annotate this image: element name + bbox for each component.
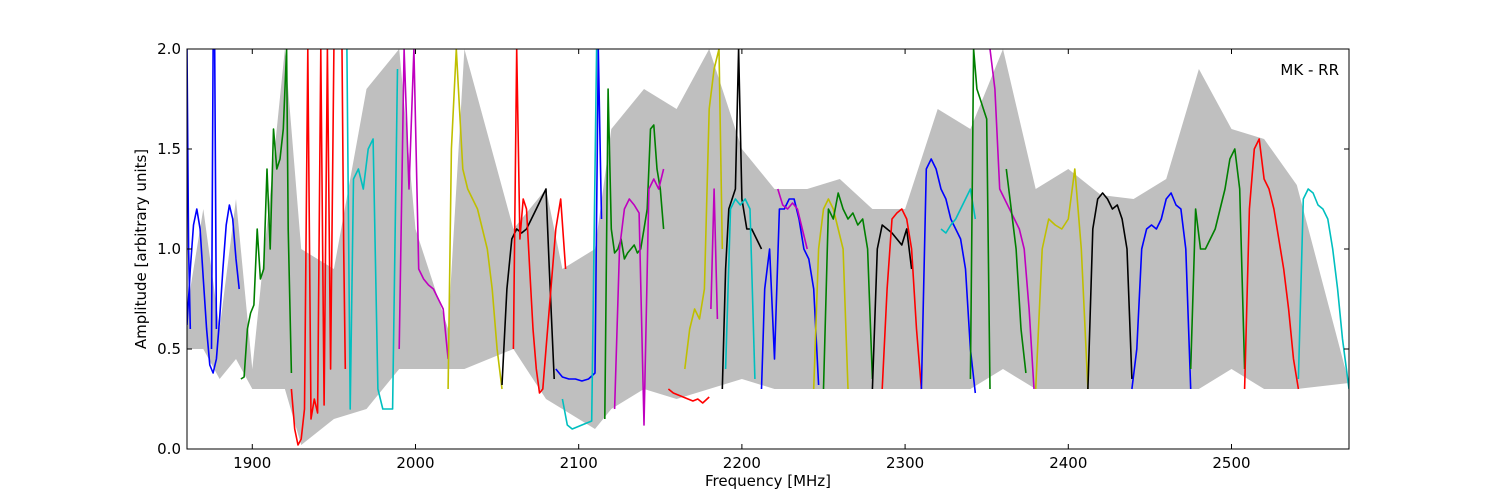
series-line-14 <box>613 168 665 426</box>
series-line-7 <box>398 49 449 360</box>
y-tick-label: 0.5 <box>157 340 181 358</box>
series-line-20 <box>760 198 820 390</box>
chart-annotation: MK - RR <box>1280 61 1339 79</box>
x-axis-ticks: 1900 2000 2100 2200 2300 2400 2500 <box>233 49 1251 472</box>
series-line-32 <box>1087 192 1133 390</box>
series-line-33 <box>1131 192 1192 390</box>
series-line-24 <box>871 224 913 390</box>
series-line-35 <box>1243 138 1300 390</box>
series-line-0 <box>187 204 240 374</box>
series-line-31 <box>1034 168 1089 390</box>
series-line-6 <box>346 49 399 410</box>
x-tick-label: 2100 <box>560 454 598 472</box>
series-line-17 <box>710 188 719 320</box>
series-line-18 <box>721 49 763 390</box>
series-line-26 <box>920 158 977 394</box>
x-tick-label: 2300 <box>886 454 924 472</box>
x-tick-label: 2500 <box>1212 454 1250 472</box>
x-tick-label: 2000 <box>396 454 434 472</box>
x-tick-label: 1900 <box>233 454 271 472</box>
series-line-11 <box>555 49 603 382</box>
series-line-27 <box>940 188 977 234</box>
x-tick-label: 2400 <box>1049 454 1087 472</box>
series-line-10 <box>512 49 567 394</box>
series-line-5 <box>341 49 347 370</box>
series-line-16 <box>684 49 724 370</box>
series-line-13 <box>604 88 665 420</box>
series-line-3 <box>240 49 293 380</box>
series-line-21 <box>777 188 808 250</box>
series-line-36 <box>1297 188 1349 390</box>
background-band-layer <box>187 49 1349 445</box>
series-line-28 <box>969 49 991 390</box>
series-line-15 <box>667 388 710 404</box>
series-line-30 <box>1005 168 1027 374</box>
series-line-25 <box>881 208 923 390</box>
y-axis-label: Amplitude [arbitrary units] <box>132 149 150 349</box>
series-line-8 <box>447 49 503 390</box>
series-layer <box>187 49 1349 446</box>
series-line-12 <box>561 49 598 430</box>
series-line-9 <box>501 188 555 386</box>
y-tick-label: 2.0 <box>157 40 181 58</box>
x-tick-label: 2200 <box>723 454 761 472</box>
series-line-4 <box>290 49 335 446</box>
x-axis-label: Frequency [MHz] <box>705 472 831 490</box>
series-line-2 <box>210 49 218 350</box>
series-line-34 <box>1189 148 1246 370</box>
y-axis-ticks: 0.0 0.5 1.0 1.5 2.0 <box>157 40 1349 458</box>
y-tick-label: 1.0 <box>157 240 181 258</box>
series-line-23 <box>822 192 874 390</box>
y-tick-label: 1.5 <box>157 140 181 158</box>
series-line-19 <box>724 198 756 380</box>
y-tick-label: 0.0 <box>157 440 181 458</box>
series-line-22 <box>812 198 849 390</box>
background-band <box>187 49 1349 445</box>
